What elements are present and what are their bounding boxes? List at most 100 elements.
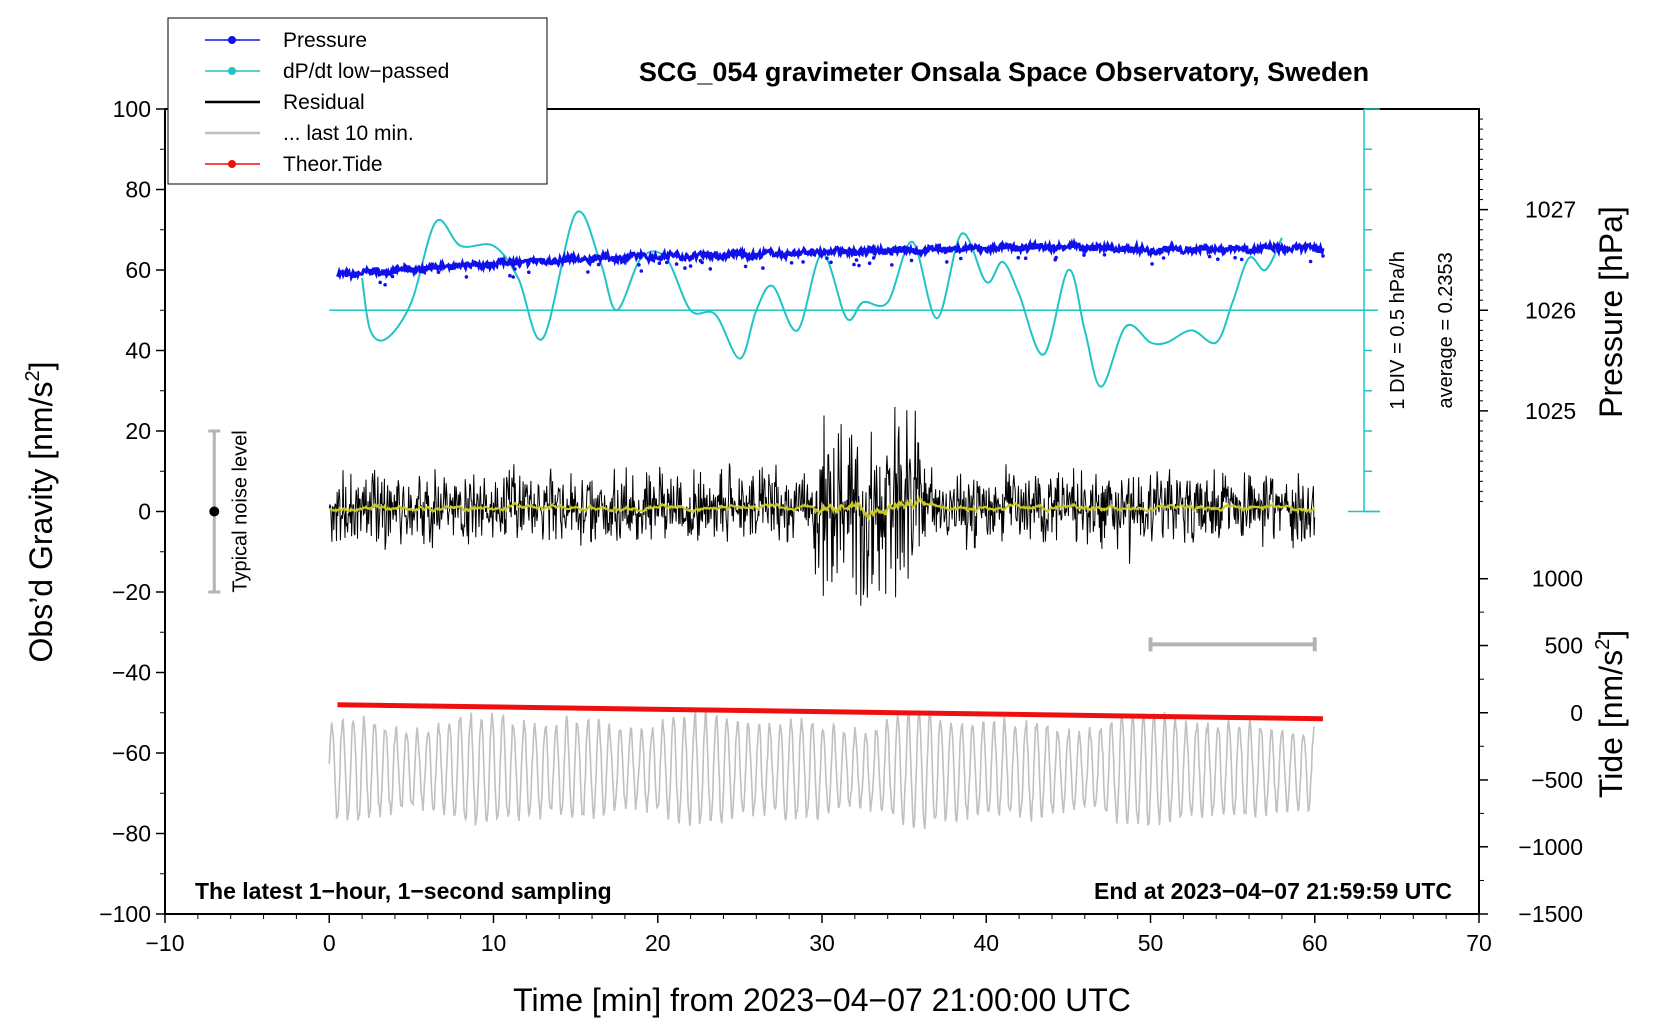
dpdt-average-label: average = 0.2353 — [1435, 252, 1457, 408]
legend-label: dP/dt low−passed — [283, 60, 449, 83]
pressure-outlier — [639, 269, 644, 273]
pressure-outlier — [378, 280, 383, 285]
theor-tide-line — [337, 702, 1323, 722]
tide-tick-label: −1000 — [1518, 834, 1583, 860]
pressure-outlier — [801, 260, 805, 264]
pressure-outlier — [637, 263, 641, 267]
pressure-outlier — [1054, 255, 1058, 260]
pressure-outlier — [1161, 256, 1166, 260]
y-axis-title-gravity: Obs’d Gravity [nm/s2] — [22, 362, 59, 663]
pressure-outlier — [857, 263, 861, 268]
dpdt-curve — [361, 210, 1283, 388]
pressure-outlier — [959, 256, 963, 261]
pressure-outlier — [909, 258, 914, 263]
residual-line — [328, 406, 1316, 606]
pressure-tick-label: 1027 — [1525, 197, 1576, 223]
x-axis-title: Time [min] from 2023−04−07 21:00:00 UTC — [513, 982, 1131, 1018]
y-tick-label: 20 — [125, 418, 151, 444]
pressure-outlier — [1150, 262, 1154, 266]
pressure-outlier — [436, 270, 441, 275]
pressure-outlier — [1082, 253, 1086, 257]
pressure-outlier — [761, 266, 765, 270]
pressure-outlier — [852, 262, 856, 267]
tide-tick-label: −500 — [1531, 767, 1583, 793]
x-tick-label: 50 — [1138, 930, 1164, 956]
y-axis-title-pressure: Pressure [hPa] — [1593, 206, 1629, 418]
pressure-outlier — [1239, 257, 1244, 262]
pressure-outlier — [511, 275, 515, 279]
pressure-outlier — [1023, 256, 1028, 261]
x-tick-label: −10 — [145, 930, 184, 956]
y-tick-label: −20 — [112, 579, 151, 605]
dpdt-div-label: 1 DIV = 0.5 hPa/h — [1387, 251, 1409, 409]
pressure-outlier — [1233, 255, 1237, 260]
pressure-tick-label: 1026 — [1525, 297, 1576, 323]
residual-lowpass-line — [328, 495, 1316, 521]
y-axis-tide: 1000 500 0 −500 −1000 −1500 — [1479, 566, 1583, 927]
x-tick-label: 40 — [973, 930, 999, 956]
pressure-outlier — [683, 266, 687, 270]
y-tick-label: 80 — [125, 177, 151, 203]
x-tick-label: 30 — [809, 930, 835, 956]
pressure-outlier — [665, 260, 669, 265]
pressure-line — [336, 237, 1325, 283]
pressure-outlier — [743, 264, 748, 269]
x-tick-label: 0 — [323, 930, 336, 956]
pressure-outlier — [527, 270, 531, 275]
y-tick-label: −40 — [112, 660, 151, 686]
pressure-outlier — [586, 270, 590, 274]
pressure-outlier — [1321, 254, 1325, 258]
y-axis-title-tide: Tide [nm/s2] — [1592, 630, 1629, 798]
legend-swatch-dot — [228, 67, 236, 75]
legend-label: Theor.Tide — [283, 153, 383, 176]
legend-swatch-dot — [228, 160, 236, 168]
tide-tick-label: 500 — [1545, 633, 1583, 659]
legend-label: Residual — [283, 91, 365, 114]
y-tick-label: −60 — [112, 740, 151, 766]
pressure-outlier — [890, 263, 894, 267]
pressure-outlier — [708, 267, 713, 271]
pressure-outlier — [854, 258, 859, 262]
legend: Pressure dP/dt low−passed Residual ... last… — [167, 17, 548, 185]
noise-bar-dot — [209, 506, 220, 517]
pressure-outlier — [508, 273, 512, 278]
pressure-outlier — [674, 262, 679, 266]
plot-annotations: 1 DIV = 0.5 hPa/h average = 0.2353 Typical… — [208, 251, 1457, 652]
y-tick-label: 40 — [125, 338, 151, 364]
pressure-outlier — [464, 275, 469, 279]
legend-label: Pressure — [283, 29, 367, 52]
y-axis-gravity: −100 −80 −60 −40 −20 0 20 40 60 80 100 — [99, 96, 165, 927]
pressure-outlier — [789, 261, 794, 265]
pressure-outlier — [1102, 253, 1107, 257]
legend-swatch-dot — [228, 36, 236, 44]
y-tick-label: −80 — [112, 821, 151, 847]
legend-label: ... last 10 min. — [283, 122, 414, 145]
tide-tick-label: 0 — [1570, 700, 1583, 726]
x-tick-label: 70 — [1466, 930, 1492, 956]
last-10min-line — [328, 710, 1316, 829]
x-tick-label: 20 — [645, 930, 671, 956]
y-tick-label: 0 — [138, 499, 151, 525]
pressure-outlier — [700, 260, 704, 265]
pressure-outlier — [867, 261, 872, 266]
pressure-outlier — [383, 283, 387, 287]
pressure-outlier — [657, 261, 662, 266]
tide-tick-label: −1500 — [1518, 901, 1583, 927]
plot-series — [328, 108, 1381, 829]
pressure-outlier — [945, 260, 949, 264]
sampling-note: The latest 1−hour, 1−second sampling — [195, 878, 612, 904]
pressure-outlier — [1016, 255, 1021, 260]
noise-label: Typical noise level — [229, 430, 251, 592]
chart-title: SCG_054 gravimeter Onsala Space Observat… — [639, 57, 1369, 87]
y-axis-pressure: 1025 1026 1027 — [1479, 118, 1576, 502]
pressure-outlier — [871, 256, 876, 260]
pressure-tick-label: 1025 — [1525, 398, 1576, 424]
x-tick-label: 10 — [481, 930, 507, 956]
x-axis: −10 0 10 20 30 40 50 60 70 — [145, 914, 1492, 956]
pressure-outlier — [596, 262, 601, 267]
y-tick-label: 100 — [113, 96, 151, 122]
pressure-outlier — [390, 274, 395, 279]
pressure-outlier — [825, 256, 829, 261]
y-tick-label: 60 — [125, 257, 151, 283]
